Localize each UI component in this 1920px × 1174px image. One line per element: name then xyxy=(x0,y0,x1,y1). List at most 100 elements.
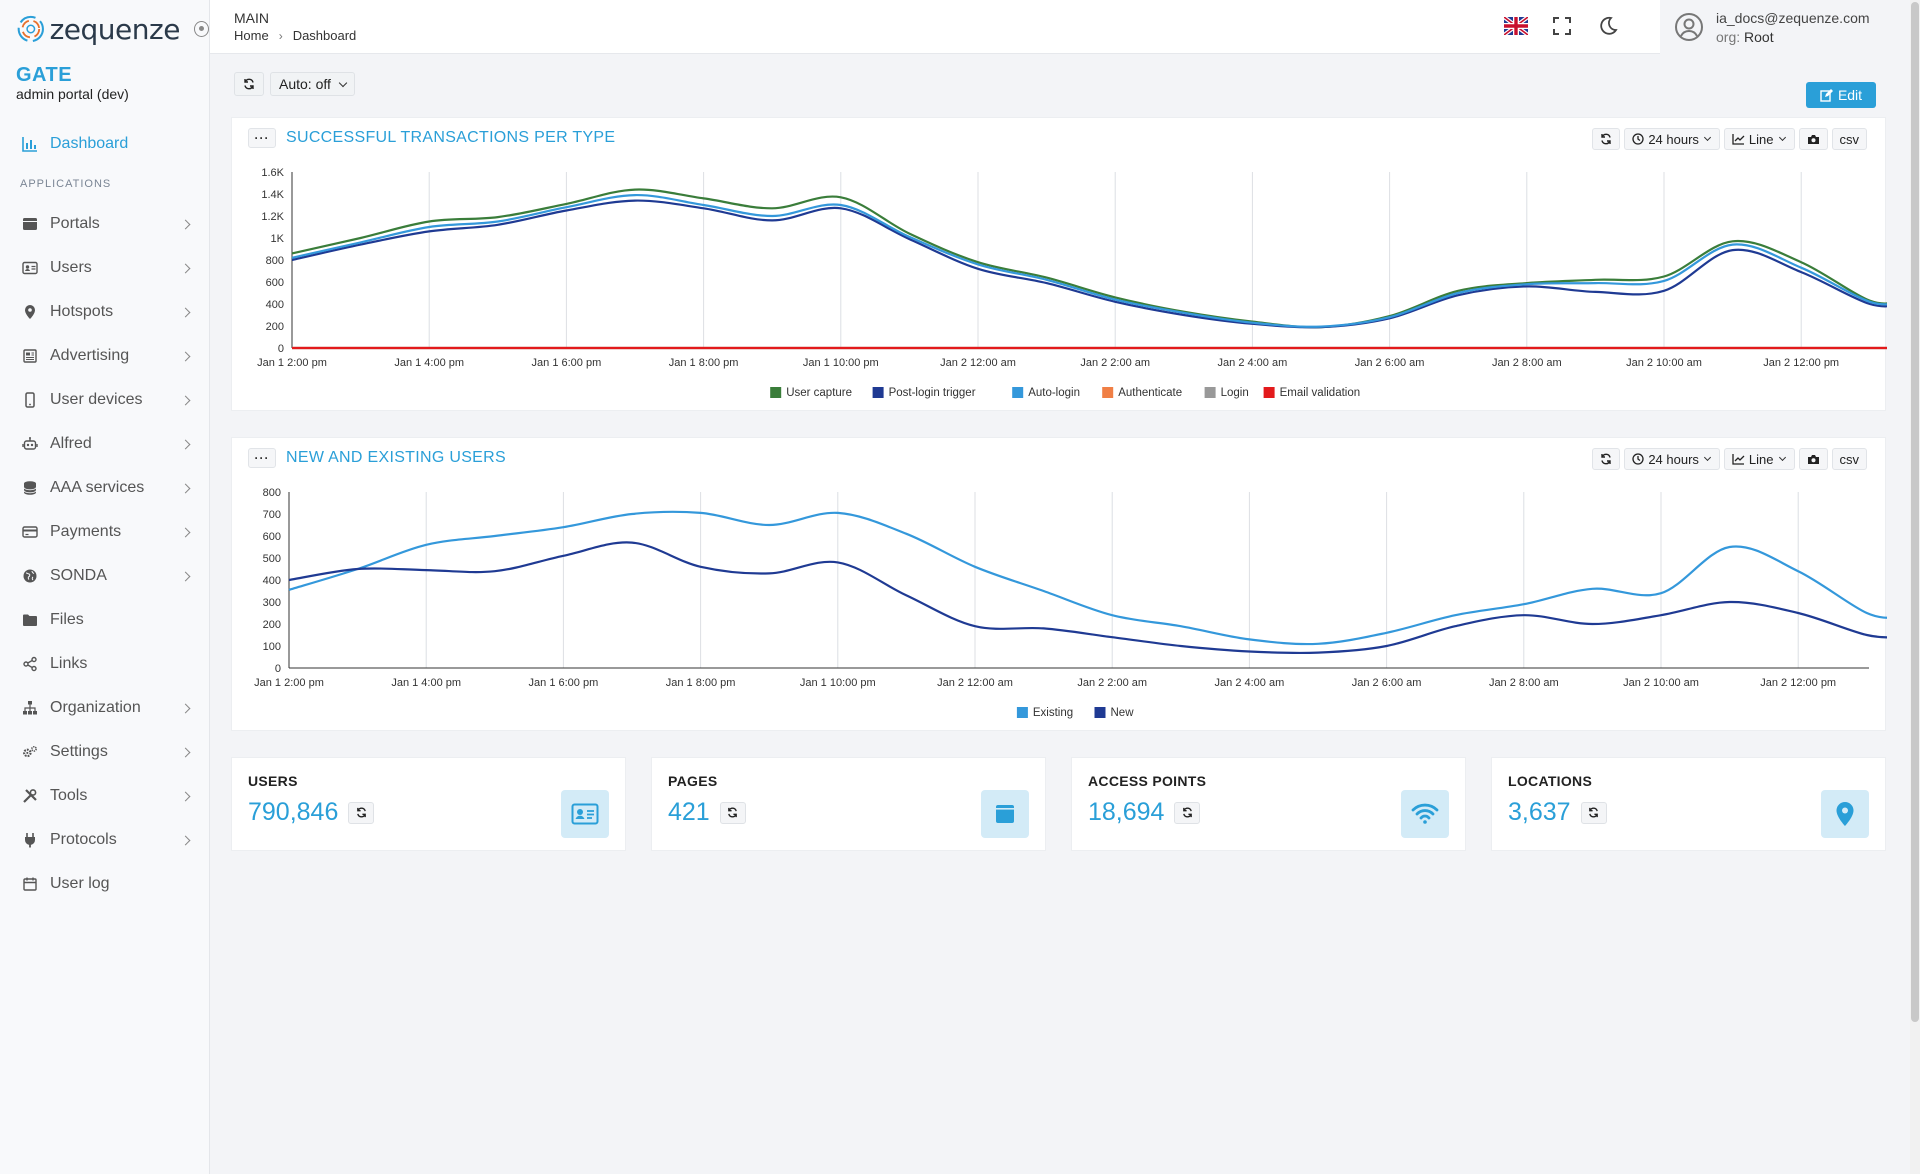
sidebar-item-links[interactable]: Links xyxy=(0,642,209,686)
zequenze-logo-icon xyxy=(17,15,44,43)
legend-label[interactable]: Email validation xyxy=(1280,387,1361,399)
x-tick-label: Jan 2 12:00 am xyxy=(940,357,1016,369)
sidebar-item-dashboard[interactable]: Dashboard xyxy=(0,122,209,166)
stat-refresh-button[interactable] xyxy=(719,801,746,824)
sidebar-item-advertising[interactable]: Advertising xyxy=(0,334,209,378)
camera-icon xyxy=(1807,134,1819,144)
sidebar-item-label: Settings xyxy=(50,743,108,760)
y-tick-label: 600 xyxy=(263,531,281,543)
map-pin-icon xyxy=(1821,790,1869,838)
clock-icon xyxy=(1632,453,1644,465)
user-menu[interactable]: ia_docs@zequenze.com org: Root xyxy=(1660,0,1920,54)
legend-swatch xyxy=(1016,707,1028,718)
logo-text: zequenze xyxy=(49,12,181,46)
user-org: org: Root xyxy=(1716,29,1870,45)
scrollbar-thumb[interactable] xyxy=(1911,2,1919,1022)
breadcrumb-home[interactable]: Home xyxy=(234,28,269,43)
y-tick-label: 1.4K xyxy=(261,189,284,201)
screenshot-button[interactable] xyxy=(1798,128,1828,150)
dark-mode-moon-icon[interactable] xyxy=(1596,14,1620,38)
sidebar-nav: Dashboard APPLICATIONS Portals Users Hotsp… xyxy=(0,122,209,906)
sitemap-icon xyxy=(22,700,38,716)
chart-type-label: Line xyxy=(1748,131,1774,147)
x-tick-label: Jan 2 12:00 pm xyxy=(1760,677,1836,689)
sidebar-item-label: Users xyxy=(50,259,92,276)
legend-label[interactable]: User capture xyxy=(786,387,852,399)
stat-refresh-button[interactable] xyxy=(348,801,375,824)
stat-title: ACCESS POINTS xyxy=(1088,773,1207,789)
sidebar-item-organization[interactable]: Organization xyxy=(0,686,209,730)
sidebar-item-hotspots[interactable]: Hotspots xyxy=(0,290,209,334)
x-tick-label: Jan 1 2:00 pm xyxy=(257,357,327,369)
sidebar-item-settings[interactable]: Settings xyxy=(0,730,209,774)
panel-title: SUCCESSFUL TRANSACTIONS PER TYPE xyxy=(286,129,616,146)
edit-label: Edit xyxy=(1837,87,1863,103)
legend-label[interactable]: Post-login trigger xyxy=(889,387,976,399)
auto-refresh-dropdown[interactable]: Auto: off xyxy=(270,72,355,96)
legend-label[interactable]: Login xyxy=(1221,387,1249,399)
x-tick-label: Jan 2 6:00 am xyxy=(1352,677,1422,689)
chart-refresh-button[interactable] xyxy=(1592,448,1621,470)
legend-label[interactable]: New xyxy=(1111,707,1135,719)
stat-refresh-button[interactable] xyxy=(1580,801,1607,824)
y-tick-label: 500 xyxy=(263,553,281,565)
uk-flag-icon[interactable] xyxy=(1504,14,1528,38)
sidebar-item-aaa-services[interactable]: AAA services xyxy=(0,466,209,510)
pin-sidebar-icon[interactable] xyxy=(193,21,209,37)
id-card-icon xyxy=(561,790,609,838)
page-scrollbar[interactable] xyxy=(1910,0,1920,1174)
calendar-icon xyxy=(22,876,38,892)
legend-label[interactable]: Authenticate xyxy=(1118,387,1182,399)
time-range-dropdown[interactable]: 24 hours xyxy=(1624,448,1720,470)
tools-icon xyxy=(22,788,38,804)
chart-type-dropdown[interactable]: Line xyxy=(1723,128,1795,150)
x-tick-label: Jan 2 4:00 am xyxy=(1215,677,1285,689)
sidebar-item-files[interactable]: Files xyxy=(0,598,209,642)
refresh-icon xyxy=(244,78,254,90)
org-value: Root xyxy=(1744,28,1774,45)
y-tick-label: 0 xyxy=(278,343,284,355)
csv-export-button[interactable]: csv xyxy=(1831,448,1867,470)
more-options-button[interactable]: ··· xyxy=(248,448,276,468)
legend-label[interactable]: Existing xyxy=(1033,707,1073,719)
fullscreen-icon[interactable] xyxy=(1550,14,1574,38)
edit-button[interactable]: Edit xyxy=(1806,82,1876,108)
stat-refresh-button[interactable] xyxy=(1174,801,1201,824)
refresh-icon xyxy=(1601,133,1612,145)
sidebar-item-user-devices[interactable]: User devices xyxy=(0,378,209,422)
brand-title: GATE xyxy=(16,64,73,86)
legend-label[interactable]: Auto-login xyxy=(1028,387,1080,399)
sidebar-item-alfred[interactable]: Alfred xyxy=(0,422,209,466)
sidebar-item-payments[interactable]: Payments xyxy=(0,510,209,554)
sidebar-item-portals[interactable]: Portals xyxy=(0,202,209,246)
org-label: org: xyxy=(1716,28,1741,45)
refresh-icon xyxy=(1183,807,1192,818)
sidebar-item-protocols[interactable]: Protocols xyxy=(0,818,209,862)
y-tick-label: 400 xyxy=(263,575,281,587)
chevron-right-icon xyxy=(180,219,191,229)
sidebar-item-tools[interactable]: Tools xyxy=(0,774,209,818)
refresh-button[interactable] xyxy=(234,72,264,96)
sidebar-item-user-log[interactable]: User log xyxy=(0,862,209,906)
y-tick-label: 600 xyxy=(266,277,284,289)
stat-value: 3,637 xyxy=(1508,798,1571,826)
sidebar-item-users[interactable]: Users xyxy=(0,246,209,290)
y-tick-label: 800 xyxy=(263,487,281,499)
csv-label: csv xyxy=(1839,131,1860,147)
legend-swatch xyxy=(1012,387,1024,398)
sidebar-item-sonda[interactable]: SONDA xyxy=(0,554,209,598)
time-range-dropdown[interactable]: 24 hours xyxy=(1624,128,1720,150)
chart-type-dropdown[interactable]: Line xyxy=(1723,448,1795,470)
y-tick-label: 1.2K xyxy=(261,211,284,223)
more-options-button[interactable]: ··· xyxy=(248,128,276,148)
csv-export-button[interactable]: csv xyxy=(1831,128,1867,150)
chart-refresh-button[interactable] xyxy=(1592,128,1621,150)
screenshot-button[interactable] xyxy=(1798,448,1828,470)
y-tick-label: 1.6K xyxy=(261,167,284,179)
chevron-right-icon xyxy=(180,791,191,801)
legend-swatch xyxy=(1094,707,1106,718)
stat-value-row: 790,846 xyxy=(248,798,375,827)
sidebar-item-label: Dashboard xyxy=(50,135,129,152)
legend-swatch xyxy=(872,387,884,398)
csv-label: csv xyxy=(1839,451,1860,467)
